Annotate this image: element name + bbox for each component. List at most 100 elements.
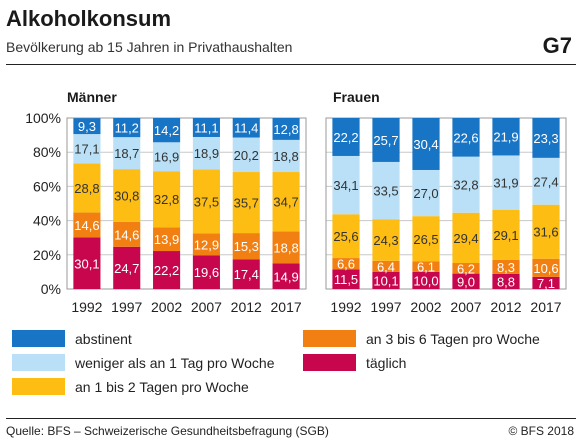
- page-title: Alkoholkonsum: [6, 6, 172, 31]
- bar-segment: [452, 273, 480, 289]
- bar-segment: [412, 169, 440, 217]
- bar-segment: [492, 273, 520, 289]
- data-label: 18,7: [114, 146, 139, 161]
- bar-segment: [113, 118, 141, 138]
- bar-segment: [452, 212, 480, 264]
- data-label: 27,0: [413, 186, 438, 201]
- bar-segment: [113, 137, 141, 170]
- data-label: 10,0: [413, 273, 438, 288]
- legend-label: täglich: [366, 354, 407, 371]
- y-tick-label: 0%: [41, 281, 61, 297]
- y-tick-label: 20%: [33, 247, 61, 263]
- bar-segment: [232, 233, 260, 260]
- bar-segment: [73, 237, 101, 289]
- bar-segment: [412, 271, 440, 289]
- data-label: 22,2: [333, 130, 358, 145]
- legend-item-taeglich: täglich: [303, 354, 406, 371]
- data-label: 7,1: [537, 276, 555, 291]
- data-label: 24,3: [373, 233, 398, 248]
- data-label: 12,9: [194, 237, 219, 252]
- bar-segment: [532, 157, 560, 205]
- data-label: 12,8: [273, 122, 298, 137]
- data-label: 14,2: [154, 123, 179, 138]
- bar-segment: [272, 172, 300, 232]
- bar-segment: [192, 136, 220, 170]
- legend-swatch: [303, 354, 356, 371]
- bar-segment: [332, 269, 360, 289]
- bar-segment: [372, 271, 400, 289]
- bar-segment: [412, 118, 440, 170]
- data-label: 11,2: [115, 121, 139, 136]
- x-tick-label: 2012: [231, 299, 262, 315]
- y-tick-label: 60%: [33, 178, 61, 194]
- bar-segment: [332, 258, 360, 270]
- legend-swatch: [12, 354, 65, 371]
- data-label: 10,1: [373, 273, 398, 288]
- legend-label: an 1 bis 2 Tagen pro Woche: [75, 378, 249, 395]
- source-note: Quelle: BFS – Schweizerische Gesundheits…: [6, 424, 329, 438]
- bar-segment: [153, 118, 181, 143]
- data-label: 19,6: [194, 265, 219, 280]
- data-label: 6,6: [337, 257, 355, 272]
- data-label: 9,3: [78, 119, 96, 134]
- bar-segment: [73, 118, 101, 135]
- legend-item-abstinent: abstinent: [12, 330, 132, 347]
- data-label: 14,6: [114, 227, 139, 242]
- footer-rule: [6, 418, 576, 419]
- data-label: 6,1: [417, 260, 435, 275]
- bar-segment: [492, 118, 520, 156]
- bar-segment: [73, 212, 101, 238]
- bar-segment: [272, 263, 300, 289]
- data-label: 18,8: [273, 240, 298, 255]
- bar-segment: [153, 171, 181, 228]
- data-label: 6,4: [377, 259, 395, 274]
- plot-frame: [325, 117, 567, 290]
- bar-segment: [492, 155, 520, 210]
- legend-swatch: [12, 378, 65, 395]
- bar-segment: [153, 142, 181, 172]
- legend-swatch: [12, 330, 65, 347]
- data-label: 9,0: [457, 274, 475, 289]
- data-label: 31,9: [493, 176, 518, 191]
- header-rule: [6, 64, 576, 65]
- bar-segment: [272, 118, 300, 140]
- legend-label: weniger als an 1 Tag pro Woche: [75, 354, 275, 371]
- data-label: 15,3: [234, 239, 259, 254]
- data-label: 20,2: [234, 148, 259, 163]
- bar-segment: [113, 246, 141, 289]
- data-label: 30,8: [114, 188, 139, 203]
- bar-segment: [372, 118, 400, 162]
- data-label: 22,6: [453, 130, 478, 145]
- data-label: 22,2: [154, 263, 179, 278]
- data-label: 34,1: [333, 178, 358, 193]
- data-label: 16,9: [154, 150, 179, 165]
- data-label: 13,9: [154, 232, 179, 247]
- x-tick-label: 2007: [450, 299, 481, 315]
- data-label: 18,9: [194, 146, 219, 161]
- bar-segment: [113, 221, 141, 247]
- x-tick-label: 1992: [330, 299, 361, 315]
- data-label: 30,1: [74, 256, 99, 271]
- bar-segment: [532, 276, 560, 289]
- data-label: 32,8: [154, 192, 179, 207]
- panel-title: Frauen: [333, 89, 380, 105]
- bar-segment: [153, 227, 181, 252]
- bar-segment: [492, 259, 520, 274]
- panel-title: Männer: [67, 89, 117, 105]
- bar-segment: [412, 261, 440, 272]
- bar-segment: [332, 118, 360, 156]
- bar-segment: [412, 216, 440, 262]
- bar-segment: [232, 259, 260, 289]
- bar-segment: [372, 219, 400, 261]
- bar-segment: [532, 258, 560, 277]
- bar-segment: [113, 169, 141, 222]
- figure-number: G7: [542, 33, 572, 58]
- bar-segment: [492, 209, 520, 260]
- data-label: 34,7: [273, 195, 298, 210]
- legend-swatch: [303, 330, 356, 347]
- data-label: 28,8: [74, 181, 99, 196]
- bar-segment: [372, 161, 400, 220]
- bar-segment: [452, 118, 480, 157]
- data-label: 11,4: [234, 121, 258, 136]
